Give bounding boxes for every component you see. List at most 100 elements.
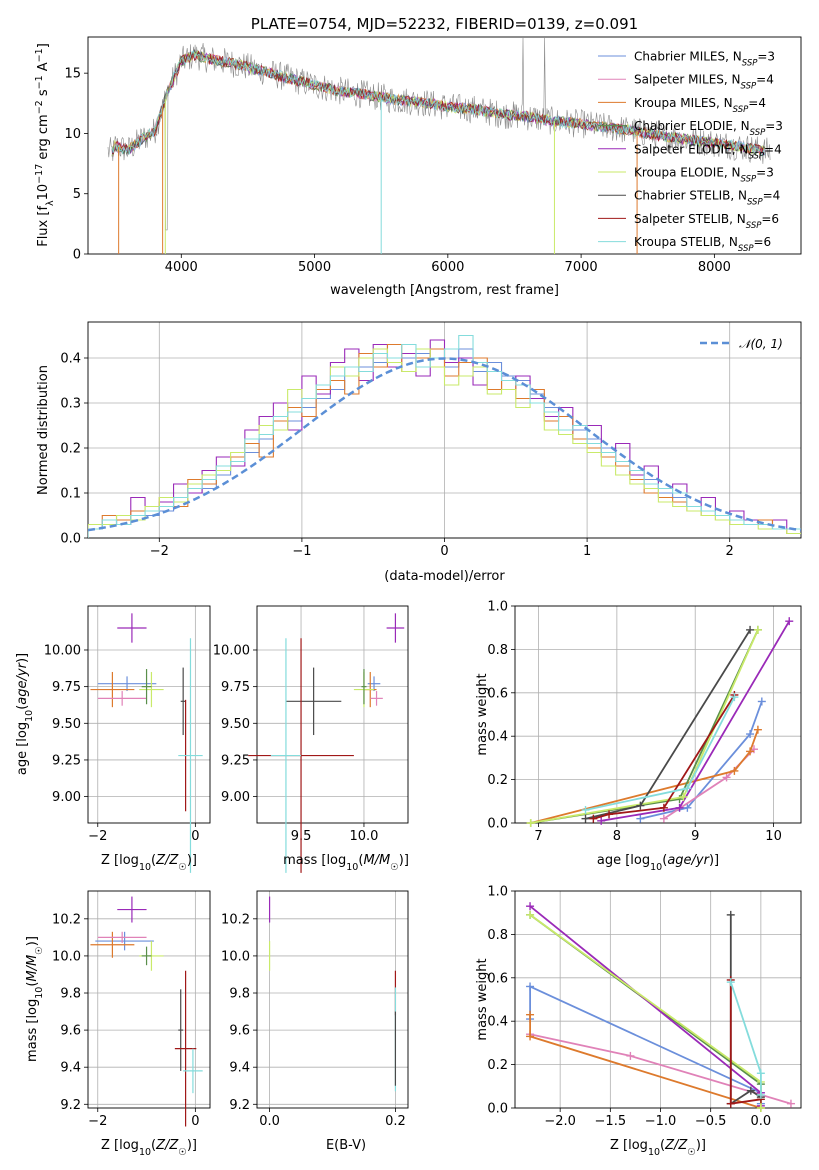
- x-tick-label: 4000: [165, 260, 198, 275]
- axes-frame: [256, 890, 409, 1109]
- series-line: [640, 701, 763, 820]
- axes-frame: [87, 605, 211, 824]
- y-tick-label: 10.2: [52, 912, 81, 927]
- age-vs-Z-axes: −2 0 9.00 9.25 9.50 9.75 10.00: [44, 605, 211, 873]
- y-tick-label: 9.00: [52, 790, 81, 805]
- x-tick-label: 0.0: [259, 1114, 280, 1129]
- x-tick-label: −1: [292, 544, 311, 559]
- data-point: [178, 989, 184, 1071]
- y-tick-label: 0.0: [487, 817, 508, 832]
- series-marker: [526, 1010, 535, 1019]
- series-marker: [753, 725, 762, 734]
- y-tick-label: 0.6: [487, 971, 508, 986]
- series-marker: [526, 1032, 535, 1041]
- series-marker: [605, 810, 614, 819]
- x-axis-label: age [log10(age/yr)]: [597, 853, 719, 873]
- data-point: [117, 896, 147, 923]
- spectrum-axes: 4000 5000 6000 7000 8000 0 5 10 15: [64, 36, 802, 275]
- series-marker: [757, 697, 766, 706]
- data-point: [95, 931, 154, 951]
- y-tick-label: 0.2: [487, 1058, 508, 1073]
- y-tick-label: 0: [73, 248, 81, 263]
- data-point: [183, 1048, 203, 1094]
- x-tick-label: 8: [613, 829, 621, 844]
- series-marker: [730, 766, 739, 775]
- x-axis-label: Z [log10(Z/Z☉)]: [610, 1138, 706, 1158]
- y-tick-label: 9.4: [229, 1061, 250, 1076]
- x-tick-label: −2.0: [544, 1114, 576, 1129]
- series-line: [593, 694, 736, 820]
- legend-label: Chabrier MILES, NSSP=3: [634, 50, 775, 69]
- y-tick-label: 9.50: [52, 717, 81, 732]
- series-marker: [526, 982, 535, 991]
- y-tick-label: 10.00: [44, 643, 81, 658]
- legend-label: Chabrier STELIB, NSSP=4: [634, 189, 780, 208]
- series-marker: [589, 814, 598, 823]
- y-tick-label: 10.00: [213, 643, 250, 658]
- x-tick-label: 7000: [565, 260, 598, 275]
- y-tick-label: 15: [64, 67, 81, 82]
- series-marker: [581, 814, 590, 823]
- series-marker: [746, 747, 755, 756]
- data-point: [141, 669, 152, 705]
- data-point: [180, 667, 186, 736]
- x-axis-label: mass [log10(M/M☉)]: [283, 853, 409, 873]
- y-tick-label: 10.2: [221, 912, 250, 927]
- y-tick-label: 1.0: [487, 885, 508, 900]
- y-tick-label: 0.4: [487, 730, 508, 745]
- y-tick-label: 9.25: [52, 753, 81, 768]
- x-tick-label: 6000: [431, 260, 464, 275]
- x-tick-label: 0.0: [751, 1114, 772, 1129]
- series-line: [529, 985, 762, 1104]
- massweight-vs-Z-axes: −2.0 −1.5 −1.0 −0.5 0.0 0.0 0.2 0.4 0.6 0.8 1.0: [487, 885, 802, 1129]
- x-axis-label: (data-model)/error: [384, 569, 505, 584]
- series-marker: [722, 773, 731, 782]
- y-tick-label: 9.2: [60, 1098, 81, 1113]
- histogram-plot: [88, 334, 801, 538]
- model-spectrum-line: [111, 50, 766, 155]
- y-tick-label: 9.8: [60, 987, 81, 1002]
- y-tick-label: 9.00: [221, 790, 250, 805]
- series-marker: [756, 1069, 765, 1078]
- data-point: [370, 691, 383, 706]
- series-marker: [756, 1090, 765, 1099]
- x-axis-label: E(B-V): [326, 1138, 366, 1153]
- data-point: [117, 613, 147, 643]
- x-tick-label: 10.0: [349, 829, 378, 844]
- series-marker: [726, 978, 735, 987]
- y-tick-label: 0.2: [487, 773, 508, 788]
- series-marker: [756, 1104, 765, 1112]
- data-point: [270, 638, 302, 873]
- legend-label: Kroupa MILES, NSSP=4: [634, 96, 766, 115]
- x-axis-label: Z [log10(Z/Z☉)]: [101, 1138, 197, 1158]
- x-tick-label: 0: [191, 829, 199, 844]
- axes-frame: [87, 890, 211, 1109]
- y-tick-label: 10.0: [221, 949, 250, 964]
- x-tick-label: 2: [726, 544, 734, 559]
- series-line: [729, 914, 762, 1106]
- series-marker: [626, 1051, 635, 1060]
- series-line: [529, 914, 762, 1108]
- series-marker: [730, 693, 739, 702]
- x-axis-label: wavelength [Angstrom, rest frame]: [330, 283, 559, 298]
- series-marker: [526, 819, 535, 827]
- y-tick-label: 0.2: [60, 442, 81, 457]
- series-marker: [659, 814, 668, 823]
- series-marker: [746, 1086, 755, 1095]
- x-tick-label: −1.0: [645, 1114, 677, 1129]
- legend-label: Kroupa ELODIE, NSSP=3: [634, 166, 774, 185]
- y-tick-label: 9.2: [229, 1098, 250, 1113]
- legend-label: Kroupa STELIB, NSSP=6: [634, 235, 771, 254]
- histogram-step: [88, 334, 801, 538]
- y-tick-label: 9.25: [221, 753, 250, 768]
- y-tick-label: 9.8: [229, 987, 250, 1002]
- y-tick-label: 0.8: [487, 928, 508, 943]
- x-tick-label: 7: [534, 829, 542, 844]
- x-tick-label: 0: [191, 1114, 199, 1129]
- y-tick-label: 1.0: [487, 600, 508, 615]
- mass-vs-EBV-axes: 0.0 0.2 9.2 9.4 9.6 9.8 10.0 10.2: [221, 890, 409, 1129]
- model-spectrum-line: [111, 52, 766, 155]
- chart-title: PLATE=0754, MJD=52232, FIBERID=0139, z=0…: [251, 15, 638, 33]
- legend: Chabrier MILES, NSSP=3 Salpeter MILES, NS…: [598, 50, 783, 254]
